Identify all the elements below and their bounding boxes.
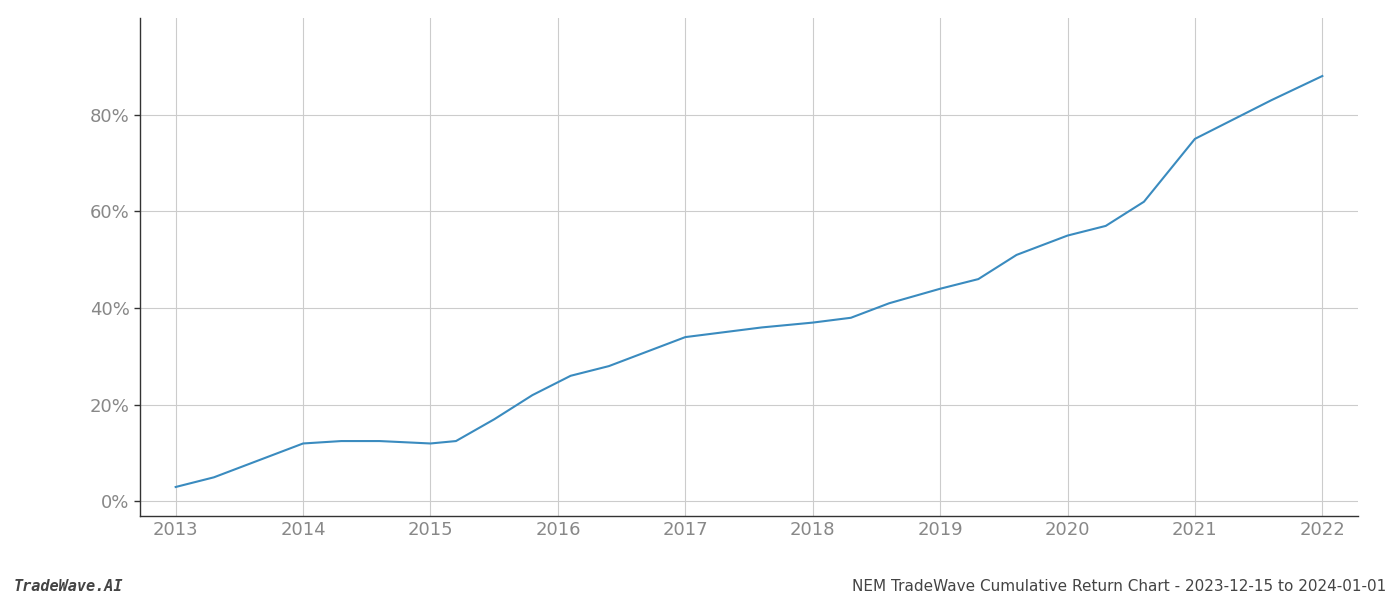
Text: NEM TradeWave Cumulative Return Chart - 2023-12-15 to 2024-01-01: NEM TradeWave Cumulative Return Chart - …: [851, 579, 1386, 594]
Text: TradeWave.AI: TradeWave.AI: [14, 579, 123, 594]
